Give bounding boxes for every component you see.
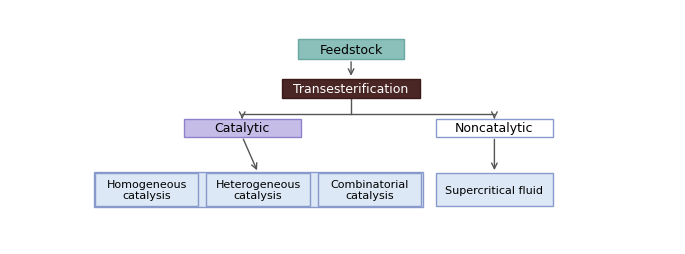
Text: Supercritical fluid: Supercritical fluid: [445, 185, 543, 195]
FancyBboxPatch shape: [436, 173, 553, 207]
Text: Feedstock: Feedstock: [319, 44, 383, 56]
FancyBboxPatch shape: [282, 80, 420, 99]
Text: Heterogeneous
catalysis: Heterogeneous catalysis: [216, 179, 301, 201]
Text: Transesterification: Transesterification: [293, 83, 409, 96]
FancyBboxPatch shape: [206, 173, 310, 207]
FancyBboxPatch shape: [94, 172, 423, 208]
Text: Combinatorial
catalysis: Combinatorial catalysis: [330, 179, 409, 201]
FancyBboxPatch shape: [318, 173, 421, 207]
FancyBboxPatch shape: [298, 40, 404, 60]
Text: Noncatalytic: Noncatalytic: [455, 122, 534, 135]
Text: Catalytic: Catalytic: [214, 122, 270, 135]
FancyBboxPatch shape: [95, 173, 199, 207]
FancyBboxPatch shape: [184, 119, 301, 137]
Text: Homogeneous
catalysis: Homogeneous catalysis: [106, 179, 187, 201]
FancyBboxPatch shape: [436, 119, 553, 137]
